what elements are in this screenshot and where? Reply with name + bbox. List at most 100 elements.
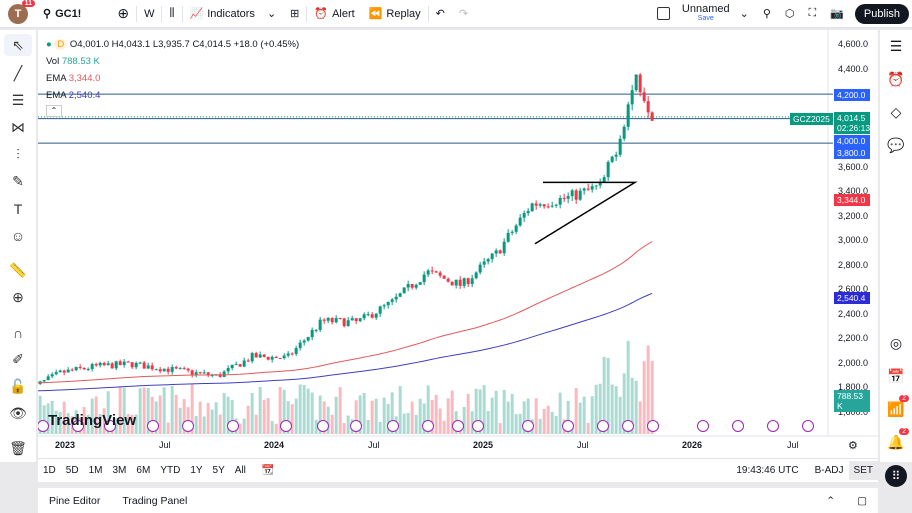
countdown-tag: 02:26:13 bbox=[837, 123, 871, 133]
lock-draw-icon[interactable]: ✐ bbox=[12, 351, 24, 367]
target-icon[interactable]: ◎ bbox=[889, 335, 903, 351]
candle-body bbox=[74, 366, 78, 371]
apps-icon[interactable]: ⠿ bbox=[880, 459, 912, 492]
trading-panel-tab[interactable]: Trading Panel bbox=[122, 494, 188, 507]
fib-icon[interactable]: ☰ bbox=[11, 92, 25, 108]
candle-body bbox=[370, 314, 374, 318]
lock-icon[interactable]: 🔓 bbox=[9, 378, 27, 394]
hline-tag-4000: 4,000.0 bbox=[834, 135, 870, 147]
notifications-icon[interactable]: 🔔 2 bbox=[880, 426, 912, 459]
range-1d[interactable]: 1D bbox=[43, 465, 56, 476]
layers-icon[interactable]: ◇ bbox=[890, 104, 902, 120]
quick-search-button[interactable]: ⚲ bbox=[756, 7, 778, 20]
event-marker-icon bbox=[522, 420, 534, 432]
candle-body bbox=[550, 205, 554, 207]
watchlist-icon[interactable]: ☰ bbox=[889, 38, 903, 54]
undo-button[interactable]: ↶ bbox=[429, 7, 452, 20]
range-3m[interactable]: 3M bbox=[112, 465, 127, 476]
fullscreen-button[interactable]: ⛶ bbox=[802, 7, 824, 20]
avatar[interactable]: T 11 bbox=[8, 0, 35, 24]
volume-bar bbox=[242, 418, 246, 434]
forecast-icon[interactable]: ⫶ bbox=[16, 146, 20, 162]
event-marker-icon bbox=[647, 420, 659, 432]
volume-bar bbox=[98, 413, 102, 434]
layout-button[interactable]: Unnamed Save ⌄ bbox=[650, 3, 756, 24]
candle-body bbox=[482, 261, 486, 265]
symbol-search[interactable]: ⚲ GC1! bbox=[36, 7, 88, 21]
range-5d[interactable]: 5D bbox=[65, 465, 79, 476]
cursor-icon[interactable]: ⇖ bbox=[4, 34, 32, 56]
text-icon[interactable]: T bbox=[13, 200, 23, 217]
drawing-toolbar: ⇖ ╱ ☰ ⋈ ⫶ ✎ T ☺ 📏 ⊕ ∩ ✐ 🔓 👁 🗑 bbox=[0, 30, 36, 462]
pattern-icon[interactable]: ⋈ bbox=[11, 119, 25, 135]
candle-body bbox=[170, 367, 174, 372]
grid-icon: ⊞ bbox=[290, 8, 300, 20]
indicators-label: Indicators bbox=[207, 7, 255, 20]
ema-line-fast bbox=[38, 241, 653, 384]
volume-bar bbox=[546, 405, 550, 434]
alarm-clock-icon[interactable]: ⏰ bbox=[887, 71, 905, 87]
candle-body bbox=[146, 365, 150, 369]
volume-bar bbox=[462, 406, 466, 434]
eye-icon[interactable]: 👁 bbox=[9, 405, 27, 421]
magnet-icon[interactable]: ∩ bbox=[12, 324, 24, 341]
volume-bar bbox=[126, 414, 130, 434]
pine-editor-tab[interactable]: Pine Editor bbox=[49, 494, 101, 507]
range-ytd[interactable]: YTD bbox=[160, 465, 181, 476]
range-1m[interactable]: 1M bbox=[88, 465, 103, 476]
volume-bar bbox=[162, 387, 166, 434]
templates-button[interactable]: ⊞ bbox=[283, 7, 306, 20]
range-1y[interactable]: 1Y bbox=[190, 465, 203, 476]
brush-icon[interactable]: ✎ bbox=[12, 173, 24, 189]
ema1-tag: 3,344.0 bbox=[834, 194, 870, 206]
add-symbol-button[interactable]: ⊕ bbox=[110, 5, 136, 22]
feed-icon[interactable]: 📶 2 bbox=[880, 393, 912, 426]
volume-bar bbox=[482, 385, 486, 434]
interval-button[interactable]: W bbox=[144, 7, 155, 20]
event-marker-icon bbox=[562, 420, 574, 432]
event-marker-icon bbox=[472, 420, 484, 432]
event-marker-icon bbox=[72, 420, 84, 432]
ruler-icon[interactable]: 📏 bbox=[9, 262, 27, 278]
replay-button[interactable]: ⏪ Replay bbox=[362, 7, 428, 21]
publish-button[interactable]: Publish bbox=[854, 3, 909, 24]
emoji-icon[interactable]: ☺ bbox=[10, 227, 26, 244]
alert-button[interactable]: ⏰ Alert bbox=[307, 7, 361, 21]
chart-legend: ● D O4,001.0 H4,043.1 L3,935.7 C4,014.5 … bbox=[46, 36, 299, 117]
maximize-icon[interactable]: ▢ bbox=[857, 494, 867, 507]
settings-button[interactable]: ⬡ bbox=[778, 7, 802, 20]
watermark-text: TradingView bbox=[48, 412, 137, 429]
ema1-value: 3,344.0 bbox=[68, 73, 101, 84]
volume-bar bbox=[82, 407, 86, 434]
candle-body bbox=[494, 250, 498, 254]
candle-body bbox=[354, 318, 358, 322]
indicators-button[interactable]: 📈 Indicators ⌄ bbox=[183, 7, 284, 21]
zoom-in-icon[interactable]: ⊕ bbox=[12, 289, 24, 305]
b-adj-button[interactable]: B-ADJ bbox=[814, 465, 844, 476]
snapshot-button[interactable]: 📷 bbox=[823, 7, 851, 20]
chart-type-button[interactable]: ⫼ bbox=[162, 7, 181, 20]
redo-button[interactable]: ↷ bbox=[452, 7, 475, 20]
settings-gear-icon[interactable]: ⚙ bbox=[848, 440, 858, 452]
candle-body bbox=[238, 364, 242, 367]
volume-bar bbox=[386, 403, 390, 434]
volume-bar bbox=[206, 403, 210, 434]
range-6m[interactable]: 6M bbox=[136, 465, 151, 476]
calendar-icon[interactable]: 📅 bbox=[887, 368, 905, 384]
trend-line-icon[interactable]: ╱ bbox=[13, 65, 23, 81]
collapse-icon[interactable]: ⌃ bbox=[826, 494, 836, 507]
trash-icon[interactable]: 🗑 bbox=[9, 440, 27, 456]
range-5y[interactable]: 5Y bbox=[212, 465, 225, 476]
chat-icon[interactable]: 💬 bbox=[887, 137, 905, 153]
date-range-icon[interactable]: 📆 bbox=[261, 465, 275, 476]
clock[interactable]: 19:43:46 UTC bbox=[736, 465, 799, 476]
price-chart[interactable] bbox=[38, 30, 878, 462]
time-tick: Jul bbox=[577, 440, 589, 450]
volume-bar bbox=[290, 404, 294, 434]
chart-pane[interactable]: ● D O4,001.0 H4,043.1 L3,935.7 C4,014.5 … bbox=[38, 30, 878, 462]
collapse-legend-button[interactable]: ⌃ bbox=[46, 105, 62, 117]
right-sidebar: ☰ ⏰ ◇ 💬 ◎ 📅 📶 2 🔔 2 ⠿ bbox=[880, 30, 912, 487]
volume-bar bbox=[362, 392, 366, 434]
range-all[interactable]: All bbox=[234, 465, 246, 476]
session-button[interactable]: SET bbox=[848, 461, 878, 480]
